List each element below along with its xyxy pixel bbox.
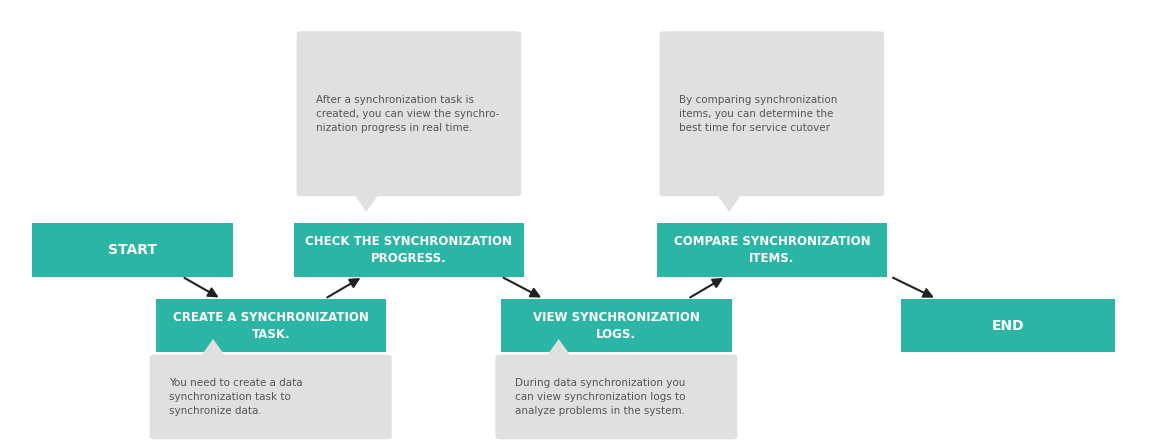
Text: By comparing synchronization
items, you can determine the
best time for service : By comparing synchronization items, you … — [680, 95, 838, 133]
FancyBboxPatch shape — [659, 31, 885, 196]
Text: CHECK THE SYNCHRONIZATION
PROGRESS.: CHECK THE SYNCHRONIZATION PROGRESS. — [305, 235, 513, 265]
Text: COMPARE SYNCHRONIZATION
ITEMS.: COMPARE SYNCHRONIZATION ITEMS. — [674, 235, 870, 265]
Polygon shape — [717, 194, 742, 212]
Text: START: START — [108, 243, 157, 257]
FancyBboxPatch shape — [657, 223, 887, 277]
FancyBboxPatch shape — [294, 223, 524, 277]
Text: During data synchronization you
can view synchronization logs to
analyze problem: During data synchronization you can view… — [515, 378, 685, 416]
Polygon shape — [200, 339, 226, 357]
Text: END: END — [992, 318, 1024, 333]
FancyBboxPatch shape — [495, 355, 737, 439]
Text: You need to create a data
synchronization task to
synchronize data.: You need to create a data synchronizatio… — [169, 378, 303, 416]
Text: After a synchronization task is
created, you can view the synchro-
nization prog: After a synchronization task is created,… — [316, 95, 500, 133]
FancyBboxPatch shape — [501, 299, 732, 352]
Text: CREATE A SYNCHRONIZATION
TASK.: CREATE A SYNCHRONIZATION TASK. — [173, 310, 369, 341]
Text: VIEW SYNCHRONIZATION
LOGS.: VIEW SYNCHRONIZATION LOGS. — [533, 310, 699, 341]
Polygon shape — [546, 339, 571, 357]
FancyBboxPatch shape — [32, 223, 233, 277]
Polygon shape — [354, 194, 379, 212]
FancyBboxPatch shape — [150, 355, 392, 439]
FancyBboxPatch shape — [156, 299, 386, 352]
FancyBboxPatch shape — [296, 31, 521, 196]
FancyBboxPatch shape — [901, 299, 1114, 352]
